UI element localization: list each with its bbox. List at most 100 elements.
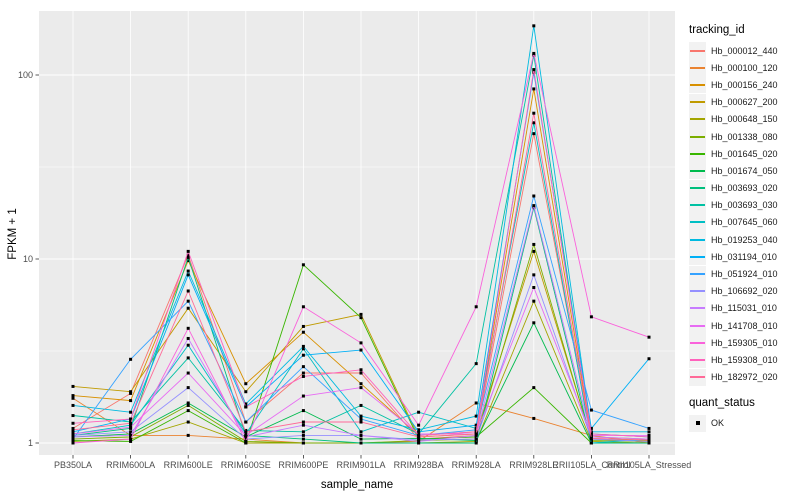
data-point: [71, 428, 75, 432]
x-tick-label: RRIM928BA: [394, 460, 444, 470]
data-point: [186, 356, 190, 360]
series-color-line-icon: [690, 273, 705, 276]
legend-item-Hb_159308_010: Hb_159308_010: [689, 351, 799, 369]
data-point: [129, 433, 133, 437]
legend-label: Hb_001338_080: [711, 131, 778, 142]
series-color-line-icon: [690, 221, 705, 224]
data-point: [647, 426, 651, 430]
data-point: [186, 401, 190, 405]
data-point: [417, 441, 421, 445]
data-point: [129, 423, 133, 427]
legend-key: [689, 414, 706, 432]
legend-key: [689, 351, 706, 369]
legend-key: [689, 368, 706, 386]
data-point: [359, 417, 363, 421]
data-point: [301, 344, 305, 348]
legend-label: Hb_159308_010: [711, 354, 778, 365]
data-point: [244, 441, 248, 445]
data-point: [301, 437, 305, 441]
legend-label: Hb_007645_060: [711, 217, 778, 228]
data-point: [359, 316, 363, 320]
legend-label: Hb_000100_120: [711, 62, 778, 73]
data-point: [129, 437, 133, 441]
data-point: [359, 341, 363, 345]
data-point: [359, 403, 363, 407]
legend-item-Hb_003693_020: Hb_003693_020: [689, 179, 799, 197]
x-tick-label: RRIM600PE: [278, 460, 328, 470]
legend-key: [689, 317, 706, 335]
legend-label: Hb_182972_020: [711, 372, 778, 383]
legend-key: [689, 42, 706, 60]
legend-item-Hb_106692_020: Hb_106692_020: [689, 282, 799, 300]
legend-item-Hb_019253_040: Hb_019253_040: [689, 231, 799, 249]
data-point: [186, 371, 190, 375]
data-point: [532, 321, 536, 325]
legend-key: [689, 196, 706, 214]
data-point: [589, 436, 593, 440]
series-Hb_159305_010: [71, 51, 651, 445]
series-color-line-icon: [690, 324, 705, 327]
data-point: [474, 423, 478, 427]
data-point: [244, 405, 248, 409]
legend-key: [689, 145, 706, 163]
data-point: [244, 430, 248, 434]
data-point: [129, 430, 133, 434]
series-color-line-icon: [690, 152, 705, 155]
legend-label: Hb_003693_020: [711, 183, 778, 194]
data-point: [532, 121, 536, 125]
data-point: [186, 409, 190, 413]
data-point: [71, 403, 75, 407]
legend-label: Hb_003693_030: [711, 200, 778, 211]
series-color-line-icon: [690, 101, 705, 104]
legend-item-Hb_001338_080: Hb_001338_080: [689, 128, 799, 146]
data-point: [244, 382, 248, 386]
data-point: [244, 433, 248, 437]
data-point: [532, 242, 536, 246]
legend-key: [689, 162, 706, 180]
data-point: [359, 441, 363, 445]
data-point: [359, 368, 363, 372]
data-point: [301, 433, 305, 437]
legend-item-Hb_031194_010: Hb_031194_010: [689, 248, 799, 266]
legend-key: [689, 299, 706, 317]
data-point: [474, 439, 478, 443]
series-Hb_182972_020: [71, 111, 651, 442]
x-tick-label: RRII105LA_Stressed: [607, 460, 692, 470]
data-point: [532, 194, 536, 198]
legend-label: Hb_000627_200: [711, 97, 778, 108]
data-point: [417, 430, 421, 434]
data-point: [71, 432, 75, 436]
x-tick-label: RRIM901LA: [336, 460, 385, 470]
x-tick-label: RRII105LA_Control: [552, 460, 630, 470]
series-color-line-icon: [690, 66, 705, 69]
x-tick-label: RRIM928LA: [452, 460, 501, 470]
data-point: [589, 408, 593, 412]
legend-label: OK: [711, 418, 725, 429]
axis-labels: 1 10 100 PB350LA RRIM600LA RRIM600LE RRIM600SE…: [18, 70, 691, 470]
data-point: [71, 441, 75, 445]
legend-item-Hb_001674_050: Hb_001674_050: [689, 162, 799, 180]
data-point: [129, 357, 133, 361]
series-color-line-icon: [690, 118, 705, 121]
data-point: [129, 410, 133, 414]
data-point: [186, 273, 190, 277]
legend-label: Hb_115031_010: [711, 303, 777, 314]
legend-key: [689, 282, 706, 300]
data-point: [532, 132, 536, 136]
data-point: [71, 430, 75, 434]
data-point: [71, 439, 75, 443]
data-point: [359, 371, 363, 375]
series-Hb_019253_040: [71, 24, 651, 434]
data-point: [532, 111, 536, 115]
legend-label: Hb_001645_020: [711, 148, 778, 159]
data-point: [532, 386, 536, 390]
legend-key: [689, 76, 706, 94]
legend-item-Hb_000627_200: Hb_000627_200: [689, 93, 799, 111]
legend: tracking_id Hb_000012_440 Hb_000100_120 Hb…: [689, 24, 799, 432]
series-color-line-icon: [690, 169, 705, 172]
data-point: [186, 299, 190, 303]
series-color-line-icon: [690, 341, 705, 344]
data-point: [186, 289, 190, 293]
